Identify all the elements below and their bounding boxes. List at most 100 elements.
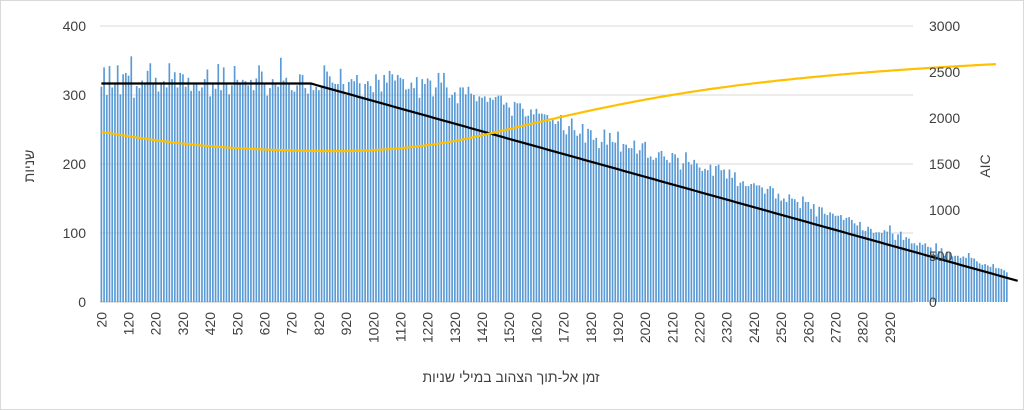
bar: [935, 243, 937, 302]
bar: [364, 83, 366, 303]
bar: [535, 108, 538, 302]
bar: [318, 90, 320, 302]
bar: [402, 79, 405, 302]
bar: [203, 79, 206, 302]
x-tick-label: 1020: [365, 312, 381, 343]
bar: [543, 114, 546, 302]
bar: [334, 83, 337, 303]
bar: [864, 230, 867, 302]
bar: [171, 79, 173, 302]
bar: [212, 82, 214, 302]
bar: [709, 164, 712, 302]
bar: [247, 85, 250, 302]
bar: [551, 118, 554, 303]
bar: [453, 92, 456, 303]
bar: [415, 77, 418, 302]
bar: [671, 152, 674, 302]
bar: [111, 87, 114, 302]
bar: [655, 157, 657, 302]
bar: [502, 104, 505, 302]
bar: [750, 184, 753, 302]
bar: [209, 96, 211, 302]
bar: [630, 148, 633, 302]
bar: [845, 217, 848, 302]
bar: [345, 95, 347, 302]
bar: [842, 219, 845, 302]
bar: [421, 79, 424, 302]
bar: [761, 187, 763, 302]
bar: [581, 123, 584, 302]
bar: [372, 92, 375, 303]
bar: [1005, 272, 1008, 302]
bar: [366, 81, 369, 302]
bar: [233, 66, 236, 303]
bar: [913, 243, 916, 302]
bar: [133, 97, 135, 302]
bar: [399, 77, 402, 302]
aic-line: [101, 62, 997, 153]
bar: [285, 77, 288, 302]
bar: [959, 257, 962, 302]
bar: [837, 215, 840, 302]
bar: [744, 186, 747, 302]
bar: [127, 75, 130, 303]
fit-line: [101, 82, 1018, 282]
bar: [802, 196, 804, 302]
bar: [562, 130, 565, 302]
bar: [973, 258, 976, 302]
bar: [350, 79, 353, 302]
bar: [584, 142, 587, 302]
bar: [462, 87, 464, 302]
bar: [834, 215, 837, 302]
bar: [481, 97, 483, 302]
bar: [239, 82, 241, 302]
bar: [878, 232, 880, 302]
bar: [565, 134, 568, 302]
x-tick-label: 120: [121, 312, 137, 336]
bar: [299, 74, 301, 302]
bar: [524, 116, 527, 302]
bar: [780, 200, 782, 302]
bar: [984, 264, 986, 302]
bar: [606, 144, 608, 302]
bar: [861, 230, 864, 302]
bar: [663, 156, 666, 302]
x-tick-label: 1720: [556, 312, 572, 343]
bar: [690, 164, 693, 302]
bar: [263, 82, 266, 302]
bar: [905, 237, 908, 302]
bar: [870, 228, 872, 302]
bar: [997, 268, 1000, 302]
bar: [358, 83, 361, 303]
bar: [774, 198, 777, 302]
bar: [383, 74, 385, 303]
bar: [859, 221, 861, 302]
bar: [337, 83, 339, 303]
bar: [701, 170, 704, 302]
bar: [617, 131, 619, 302]
bar: [494, 97, 497, 302]
bar: [608, 132, 611, 302]
bar: [315, 86, 318, 302]
bar: [424, 83, 426, 303]
bar: [910, 243, 913, 302]
bar: [989, 266, 992, 302]
bar: [793, 199, 796, 302]
x-tick-label: 720: [284, 312, 300, 336]
bar: [652, 159, 655, 302]
bar: [388, 70, 391, 302]
bar: [736, 186, 739, 302]
bar: [135, 86, 138, 302]
bar: [190, 90, 192, 302]
bar: [823, 213, 826, 302]
y-tick-label: 0: [78, 294, 86, 310]
bar: [622, 143, 625, 302]
line-series: [101, 62, 1018, 282]
bar: [853, 223, 856, 302]
bar: [758, 185, 761, 302]
bar: [638, 150, 641, 302]
bar: [541, 113, 543, 302]
bar: [250, 79, 252, 302]
bar: [970, 257, 973, 302]
bar-series: [100, 56, 1008, 303]
